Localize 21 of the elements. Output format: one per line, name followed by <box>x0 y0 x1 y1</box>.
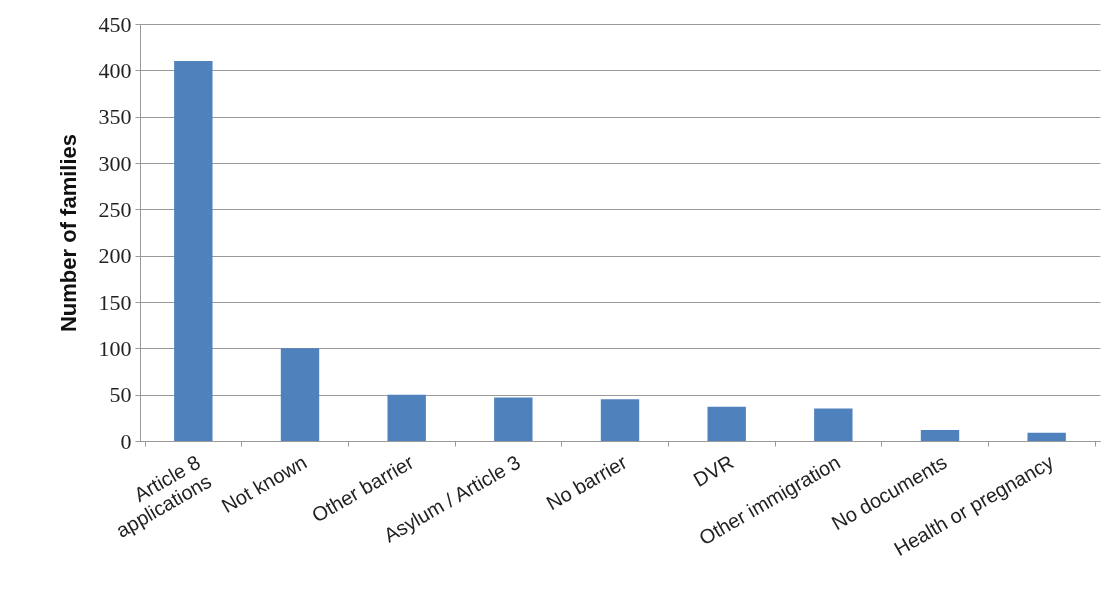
y-tick-label: 0 <box>120 428 132 454</box>
bar <box>174 61 213 441</box>
y-tick-label: 200 <box>98 243 132 269</box>
bar <box>280 348 320 441</box>
y-tick-label: 250 <box>98 196 132 222</box>
bar <box>814 408 853 441</box>
bar <box>600 399 640 441</box>
y-tick-label: 400 <box>98 57 132 83</box>
y-tick-label: 100 <box>98 335 132 361</box>
x-tick-label: DVR <box>689 450 738 491</box>
bar <box>494 397 533 441</box>
y-tick-label: 50 <box>109 382 132 408</box>
y-tick-label: 350 <box>98 104 132 130</box>
y-axis-title: Number of families <box>55 133 81 333</box>
bar <box>387 394 426 441</box>
bar <box>1027 432 1066 441</box>
bar <box>707 406 746 441</box>
y-tick-label: 150 <box>98 289 132 315</box>
y-tick-label: 300 <box>98 150 132 176</box>
bar <box>920 429 960 441</box>
y-tick-label: 450 <box>98 11 132 37</box>
